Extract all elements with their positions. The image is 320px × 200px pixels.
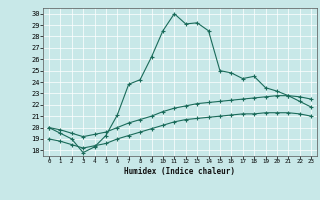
X-axis label: Humidex (Indice chaleur): Humidex (Indice chaleur)	[124, 167, 236, 176]
